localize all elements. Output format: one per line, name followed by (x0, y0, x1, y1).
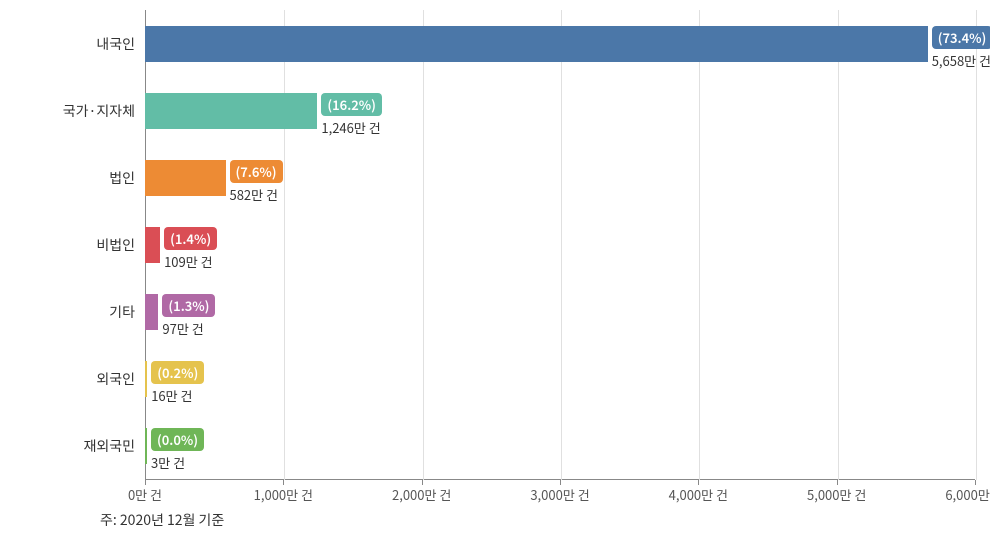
bar-label-group: (0.0%) 3만 건 (147, 426, 204, 472)
plot-area (145, 10, 975, 480)
bar-value-label: 5,658만 건 (932, 51, 990, 70)
bar-value-label: 582만 건 (230, 185, 283, 204)
bar-label-group: (16.2%) 1,246만 건 (317, 91, 382, 137)
bar (145, 26, 928, 62)
y-axis-category-label: 외국인 (0, 369, 135, 389)
y-axis-category-label: 재외국민 (0, 436, 135, 456)
bar (145, 160, 226, 196)
x-axis-tick-label: 2,000만 건 (392, 485, 451, 504)
bar-percent-label: (0.2%) (151, 361, 204, 384)
x-axis-tick-label: 3,000만 건 (530, 485, 589, 504)
bar-percent-label: (73.4%) (932, 26, 990, 49)
bar (145, 227, 160, 263)
y-axis-category-label: 비법인 (0, 235, 135, 255)
chart-container: 내국인국가·지자체법인비법인기타외국인재외국민 (73.4%)5,658만 건(… (0, 10, 990, 500)
bar-label-group: (73.4%) 5,658만 건 (928, 24, 990, 70)
bar-percent-label: (0.0%) (151, 428, 204, 451)
bar-label-group: (1.3%) 97만 건 (158, 292, 215, 338)
gridline (976, 10, 977, 480)
x-axis-tick-label: 6,000만 건 (945, 485, 990, 504)
bar-percent-label: (16.2%) (321, 93, 382, 116)
bar-value-label: 16만 건 (151, 386, 204, 405)
x-axis-tick-label: 4,000만 건 (669, 485, 728, 504)
bar-value-label: 109만 건 (164, 252, 217, 271)
bar-percent-label: (7.6%) (230, 160, 283, 183)
bar-value-label: 3만 건 (151, 453, 204, 472)
gridline (561, 10, 562, 480)
bar-percent-label: (1.4%) (164, 227, 217, 250)
y-axis-category-label: 법인 (0, 168, 135, 188)
y-axis-category-label: 내국인 (0, 34, 135, 54)
y-axis-category-label: 국가·지자체 (0, 101, 135, 121)
bar-label-group: (0.2%) 16만 건 (147, 359, 204, 405)
bar-label-group: (7.6%) 582만 건 (226, 158, 283, 204)
x-axis-tick-label: 0만 건 (128, 485, 162, 504)
bar-value-label: 97만 건 (162, 319, 215, 338)
gridline (838, 10, 839, 480)
chart-footnote: 주: 2020년 12월 기준 (100, 510, 224, 530)
bar-label-group: (1.4%) 109만 건 (160, 225, 217, 271)
bar (145, 93, 317, 129)
bar-value-label: 1,246만 건 (321, 118, 382, 137)
y-axis-category-label: 기타 (0, 302, 135, 322)
gridline (284, 10, 285, 480)
gridline (423, 10, 424, 480)
bar-percent-label: (1.3%) (162, 294, 215, 317)
gridline (699, 10, 700, 480)
bar (145, 294, 158, 330)
x-axis-tick-label: 5,000만 건 (807, 485, 866, 504)
x-axis-tick-label: 1,000만 건 (254, 485, 313, 504)
